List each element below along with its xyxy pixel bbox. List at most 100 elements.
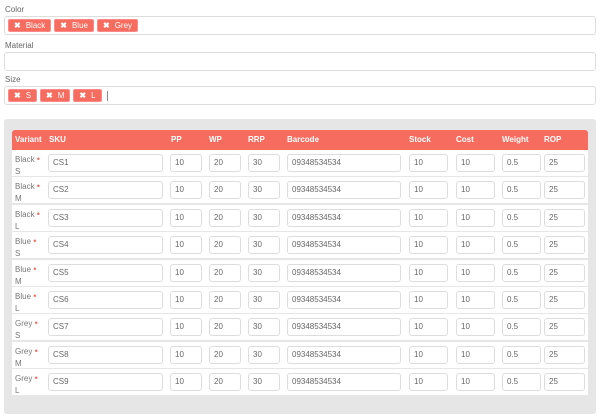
rrp-input[interactable]: 30 [248,373,280,392]
stock-input[interactable]: 10 [409,236,448,255]
cost-input[interactable]: 10 [456,373,495,392]
color-tag-input[interactable]: ✖ Black ✖ Blue ✖ Grey [4,16,596,35]
barcode-input[interactable]: 09348534534 [287,236,401,255]
cost-input[interactable]: 10 [456,263,495,282]
weight-input[interactable]: 0.5 [502,345,541,364]
sku-input[interactable]: CS9 [48,373,163,392]
pp-input[interactable]: 10 [170,345,202,364]
pp-input[interactable]: 10 [170,154,202,172]
header-stock: Stock [409,135,431,144]
barcode-input[interactable]: 09348534534 [287,318,401,337]
stock-input[interactable]: 10 [409,318,448,337]
stock-input[interactable]: 10 [409,263,448,282]
barcode-input[interactable]: 09348534534 [287,345,401,364]
size-tag-input[interactable]: ✖ S ✖ M ✖ L [4,86,596,105]
barcode-input[interactable]: 09348534534 [287,154,401,172]
sku-input[interactable]: CS5 [48,263,163,282]
rop-input[interactable]: 25 [544,236,585,255]
barcode-input[interactable]: 09348534534 [287,263,401,282]
stock-input[interactable]: 10 [409,373,448,392]
pp-input[interactable]: 10 [170,181,202,200]
wp-input[interactable]: 20 [209,236,241,255]
required-dot: • [36,154,40,164]
rop-input[interactable]: 25 [544,154,585,172]
weight-input[interactable]: 0.5 [502,154,541,172]
rrp-input[interactable]: 30 [248,236,280,255]
sku-input[interactable]: CS6 [48,291,163,309]
weight-input[interactable]: 0.5 [502,318,541,337]
cost-input[interactable]: 10 [456,345,495,364]
remove-icon[interactable]: ✖ [14,91,21,100]
pp-input[interactable]: 10 [170,236,202,255]
sku-input[interactable]: CS3 [48,208,163,227]
pp-input[interactable]: 10 [170,208,202,227]
cost-input[interactable]: 10 [456,291,495,309]
wp-input[interactable]: 20 [209,318,241,337]
remove-icon[interactable]: ✖ [60,21,67,30]
barcode-input[interactable]: 09348534534 [287,291,401,309]
tag-black: ✖ Black [8,19,52,32]
weight-input[interactable]: 0.5 [502,181,541,200]
rrp-input[interactable]: 30 [248,291,280,309]
table-row: Black • M CS2 10 20 30 09348534534 10 10 0.5 25 [12,177,588,204]
sku-input[interactable]: CS4 [48,236,163,255]
cost-input[interactable]: 10 [456,208,495,227]
rrp-input[interactable]: 30 [248,318,280,337]
barcode-input[interactable]: 09348534534 [287,373,401,392]
cost-input[interactable]: 10 [456,236,495,255]
variant-color: Grey [15,346,33,356]
pp-input[interactable]: 10 [170,263,202,282]
cost-input[interactable]: 10 [456,318,495,337]
barcode-input[interactable]: 09348534534 [287,208,401,227]
header-sku: SKU [49,135,66,144]
remove-icon[interactable]: ✖ [14,21,21,30]
wp-input[interactable]: 20 [209,373,241,392]
pp-input[interactable]: 10 [170,291,202,309]
remove-icon[interactable]: ✖ [46,91,53,100]
rrp-input[interactable]: 30 [248,154,280,172]
rrp-input[interactable]: 30 [248,181,280,200]
weight-input[interactable]: 0.5 [502,373,541,392]
wp-input[interactable]: 20 [209,181,241,200]
remove-icon[interactable]: ✖ [79,91,87,100]
stock-input[interactable]: 10 [409,291,448,309]
wp-input[interactable]: 20 [209,263,241,282]
rop-input[interactable]: 25 [544,181,585,200]
weight-input[interactable]: 0.5 [502,208,541,227]
stock-input[interactable]: 10 [409,181,448,200]
remove-icon[interactable]: ✖ [102,21,110,30]
rop-input[interactable]: 25 [544,373,585,392]
header-cost: Cost [456,135,474,144]
weight-input[interactable]: 0.5 [502,236,541,255]
wp-input[interactable]: 20 [209,291,241,309]
variant-size: S [15,249,21,259]
wp-input[interactable]: 20 [209,345,241,364]
sku-input[interactable]: CS1 [48,154,163,172]
pp-input[interactable]: 10 [170,373,202,392]
rop-input[interactable]: 25 [544,345,585,364]
cost-input[interactable]: 10 [456,154,495,172]
sku-input[interactable]: CS8 [48,345,163,364]
stock-input[interactable]: 10 [409,154,448,172]
stock-input[interactable]: 10 [409,208,448,227]
rop-input[interactable]: 25 [544,263,585,282]
rrp-input[interactable]: 30 [248,345,280,364]
weight-input[interactable]: 0.5 [502,291,541,309]
cost-input[interactable]: 10 [456,181,495,200]
rrp-input[interactable]: 30 [248,263,280,282]
stock-input[interactable]: 10 [409,345,448,364]
sku-input[interactable]: CS7 [48,318,163,337]
header-rrp: RRP [248,135,265,144]
rop-input[interactable]: 25 [544,291,585,309]
barcode-input[interactable]: 09348534534 [287,181,401,200]
rrp-input[interactable]: 30 [248,208,280,227]
sku-input[interactable]: CS2 [48,181,163,200]
rop-input[interactable]: 25 [544,318,585,337]
wp-input[interactable]: 20 [209,208,241,227]
wp-input[interactable]: 20 [209,154,241,172]
material-input[interactable] [4,52,596,71]
table-row: Blue • L CS6 10 20 30 09348534534 10 10 0.5 25 [12,287,588,313]
rop-input[interactable]: 25 [544,208,585,227]
pp-input[interactable]: 10 [170,318,202,337]
weight-input[interactable]: 0.5 [502,263,541,282]
